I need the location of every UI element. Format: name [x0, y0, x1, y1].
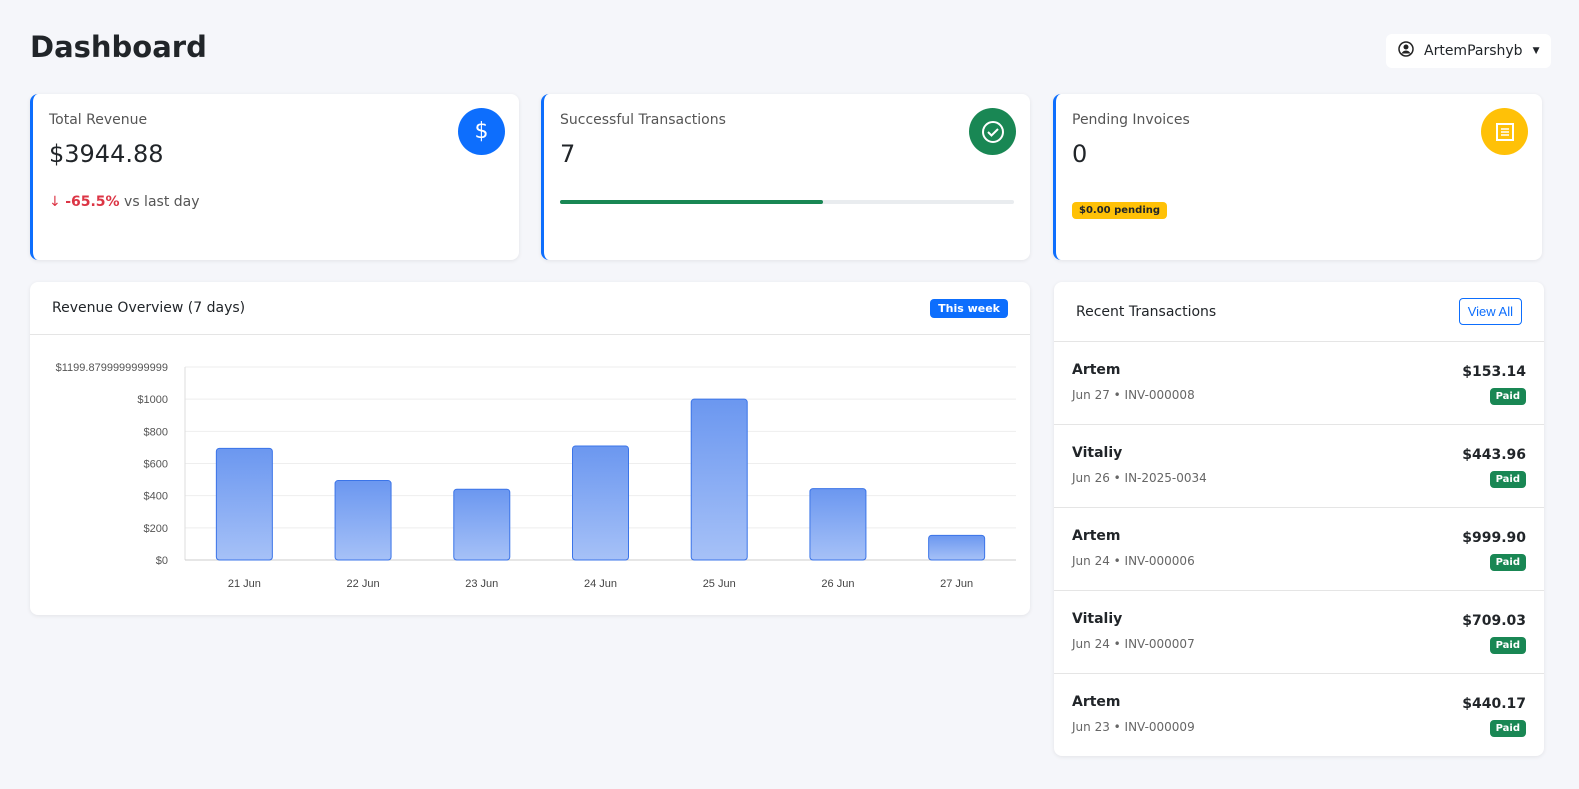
bar-25-jun	[690, 398, 748, 561]
status-badge: Paid	[1489, 471, 1526, 488]
transaction-amount: $443.96	[1462, 447, 1526, 463]
y-tick-label: $600	[144, 458, 168, 470]
x-tick-label: 25 Jun	[703, 578, 736, 590]
period-badge: This week	[930, 298, 1008, 318]
transactions-title: Recent Transactions	[1076, 303, 1217, 320]
stat-total-revenue: Total Revenue $3944.88 $ ↓ -65.5% vs las…	[30, 94, 519, 260]
y-tick-label: $200	[144, 523, 168, 535]
x-tick-label: 22 Jun	[347, 578, 380, 590]
bar-22-jun	[334, 480, 392, 561]
transaction-amount: $999.90	[1462, 530, 1526, 546]
transaction-meta: Jun 24 • INV-000006	[1072, 554, 1195, 568]
transaction-name: Artem	[1072, 528, 1121, 544]
view-all-button[interactable]: View All	[1458, 298, 1522, 325]
stat-label: Pending Invoices	[1072, 112, 1190, 128]
y-tick-label: $0	[156, 555, 168, 567]
status-badge: Paid	[1489, 388, 1526, 405]
transaction-meta: Jun 26 • IN-2025-0034	[1072, 471, 1207, 485]
transaction-amount: $440.17	[1462, 696, 1526, 712]
transaction-meta: Jun 23 • INV-000009	[1072, 720, 1195, 734]
stat-value: 7	[560, 140, 576, 168]
bar-24-jun	[572, 445, 629, 561]
stat-successful-transactions: Successful Transactions 7	[541, 94, 1030, 260]
x-tick-label: 26 Jun	[821, 578, 854, 590]
transaction-name: Vitaliy	[1072, 611, 1123, 627]
transaction-name: Artem	[1072, 362, 1121, 378]
stat-label: Total Revenue	[49, 112, 148, 128]
bar-27-jun	[928, 534, 986, 561]
user-circle-icon	[1398, 41, 1414, 61]
x-tick-label: 21 Jun	[228, 578, 261, 590]
page-title: Dashboard	[30, 30, 207, 64]
transaction-row[interactable]: Artem Jun 27 • INV-000008 $153.14 Paid	[1054, 342, 1544, 425]
stat-pending-invoices: Pending Invoices 0 $0.00 pending	[1053, 94, 1542, 260]
x-tick-label: 23 Jun	[465, 578, 498, 590]
receipt-icon	[1481, 108, 1528, 155]
transaction-row[interactable]: Vitaliy Jun 24 • INV-000007 $709.03 Paid	[1054, 591, 1544, 674]
transactions-progress	[560, 200, 1014, 204]
progress-fill	[560, 200, 824, 204]
caret-down-icon: ▼	[1532, 46, 1540, 56]
arrow-down-icon: ↓	[49, 194, 61, 210]
user-name: ArtemParshyb	[1424, 43, 1523, 59]
transaction-row[interactable]: Artem Jun 23 • INV-000009 $440.17 Paid	[1054, 674, 1544, 757]
chart-title: Revenue Overview (7 days)	[52, 300, 246, 316]
transaction-row[interactable]: Artem Jun 24 • INV-000006 $999.90 Paid	[1054, 508, 1544, 591]
transaction-meta: Jun 27 • INV-000008	[1072, 388, 1195, 402]
transaction-name: Artem	[1072, 694, 1121, 710]
y-tick-label: $400	[144, 491, 168, 503]
stat-value: 0	[1072, 140, 1088, 168]
transaction-row[interactable]: Vitaliy Jun 26 • IN-2025-0034 $443.96 Paid	[1054, 425, 1544, 508]
check-circle-icon	[969, 108, 1016, 155]
status-badge: Paid	[1489, 554, 1526, 571]
x-tick-label: 27 Jun	[940, 578, 973, 590]
bar-21-jun	[215, 447, 273, 561]
bar-26-jun	[809, 488, 867, 561]
recent-transactions-card: Recent Transactions View All Artem Jun 27 …	[1054, 282, 1544, 756]
x-tick-label: 24 Jun	[584, 578, 617, 590]
delta-suffix: vs last day	[124, 194, 200, 210]
transaction-amount: $709.03	[1462, 613, 1526, 629]
dollar-icon: $	[458, 108, 505, 155]
revenue-bar-chart: $0 $200 $400 $600 $800 $1000 $1199.87999999999…	[56, 362, 1016, 590]
y-tick-label: $800	[144, 426, 168, 438]
transaction-amount: $153.14	[1462, 364, 1526, 380]
stat-value: $3944.88	[49, 140, 164, 168]
status-badge: Paid	[1489, 720, 1526, 737]
pending-badge: $0.00 pending	[1072, 202, 1168, 219]
bar-23-jun	[453, 488, 511, 561]
status-badge: Paid	[1489, 637, 1526, 654]
y-tick-label: $1000	[137, 394, 168, 406]
y-tick-label: $1199.8799999999999	[56, 362, 168, 374]
stat-label: Successful Transactions	[560, 112, 726, 128]
revenue-chart-card: Revenue Overview (7 days) This week $0 $20…	[30, 282, 1030, 615]
stat-delta: ↓ -65.5% vs last day	[49, 194, 503, 210]
transaction-meta: Jun 24 • INV-000007	[1072, 637, 1195, 651]
delta-value: -65.5%	[65, 194, 120, 210]
user-menu[interactable]: ArtemParshyb ▼	[1386, 34, 1552, 68]
transaction-name: Vitaliy	[1072, 445, 1123, 461]
